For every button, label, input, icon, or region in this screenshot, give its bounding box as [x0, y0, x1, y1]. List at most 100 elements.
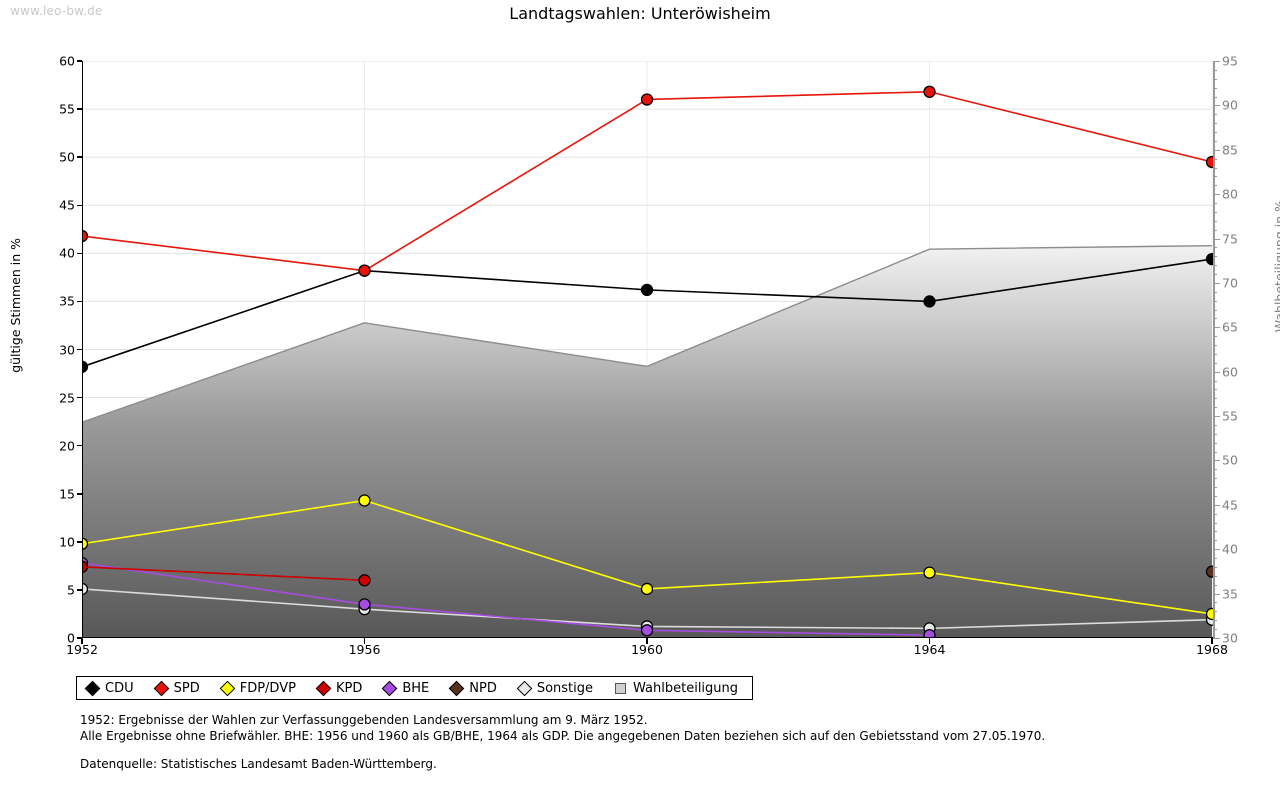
x-tick-label: 1960: [631, 642, 663, 657]
chart-legend: CDU SPD FDP/DVP KPD BHE NPD Sonstige Wahlbeteil…: [76, 676, 754, 700]
legend-item-sonstige[interactable]: Sonstige: [516, 680, 593, 696]
right-tick-mark: [1213, 336, 1217, 338]
area-wahlbeteiligung: [82, 245, 1212, 638]
datapoint-bhe[interactable]: [923, 628, 936, 638]
left-tick-label: 15: [59, 486, 75, 502]
line-wahlbeteiligung: [82, 244, 1213, 423]
x-tick-mark: [81, 638, 83, 644]
legend-item-bhe[interactable]: BHE: [382, 680, 429, 696]
left-tick-label: 35: [59, 293, 75, 309]
datapoint-fdp-dvp[interactable]: [1205, 607, 1214, 621]
right-tick-mark: [1213, 220, 1217, 222]
x-tick-mark: [1211, 638, 1213, 644]
left-tick-mark: [77, 541, 82, 543]
legend-item-wahlbeteiligung[interactable]: Wahlbeteiligung: [615, 681, 738, 696]
right-tick-label: 70: [1222, 275, 1238, 291]
legend-diamond-icon: [516, 680, 533, 696]
right-tick-mark: [1213, 69, 1217, 71]
datapoint-spd[interactable]: [82, 229, 89, 243]
datapoint-bhe[interactable]: [358, 598, 371, 611]
left-tick-mark: [77, 637, 82, 639]
left-tick-mark: [77, 108, 82, 110]
right-tick-mark: [1213, 167, 1217, 169]
left-tick-mark: [77, 444, 82, 447]
datapoint-spd[interactable]: [358, 264, 371, 277]
datapoint-cdu[interactable]: [82, 360, 89, 373]
right-tick-mark: [1213, 300, 1217, 302]
right-tick-mark: [1213, 318, 1217, 320]
right-tick-mark: [1213, 229, 1217, 231]
left-tick-label: 30: [59, 342, 75, 357]
right-tick-mark: [1213, 345, 1217, 347]
datapoint-fdp-dvp[interactable]: [82, 537, 89, 550]
left-tick-mark: [77, 589, 82, 591]
left-tick-label: 25: [59, 390, 75, 406]
right-tick-mark: [1213, 575, 1217, 577]
datapoint-spd[interactable]: [1205, 155, 1214, 169]
legend-item-spd[interactable]: SPD: [153, 680, 200, 696]
right-tick-mark: [1213, 407, 1217, 409]
datapoint-kpd[interactable]: [358, 574, 371, 587]
legend-item-kpd[interactable]: KPD: [315, 680, 362, 696]
right-tick-mark: [1213, 433, 1217, 435]
right-axis-title: Wahlbeteiligung in %: [1272, 200, 1280, 333]
footnotes: 1952: Ergebnisse der Wahlen zur Verfassu…: [80, 712, 1045, 772]
right-tick-mark: [1213, 211, 1217, 213]
right-tick-mark: [1213, 495, 1217, 497]
right-tick-mark: [1213, 114, 1217, 116]
x-tick-label: 1956: [348, 642, 381, 657]
legend-item-npd[interactable]: NPD: [448, 680, 497, 696]
legend-diamond-icon: [382, 680, 398, 696]
left-tick-mark: [77, 156, 82, 158]
right-tick-mark: [1213, 380, 1217, 382]
line-bhe: [82, 562, 930, 636]
plot-area: [82, 61, 1213, 638]
datapoint-bhe[interactable]: [640, 624, 654, 637]
right-tick-label: 95: [1222, 53, 1238, 69]
datapoint-spd[interactable]: [923, 85, 936, 98]
x-tick-mark: [646, 638, 648, 644]
datapoint-fdp-dvp[interactable]: [640, 582, 654, 596]
right-tick-mark: [1213, 149, 1220, 151]
right-tick-mark: [1213, 478, 1217, 480]
right-tick-mark: [1213, 558, 1217, 560]
left-tick-label: 60: [59, 53, 75, 69]
left-axis-title: gültige Stimmen in %: [8, 238, 23, 373]
datapoint-sonstige[interactable]: [82, 582, 89, 596]
datapoint-cdu[interactable]: [1205, 252, 1214, 266]
left-tick-label: 55: [59, 101, 75, 117]
right-tick-mark: [1213, 487, 1217, 489]
chart-canvas: [82, 61, 1213, 638]
x-tick-label: 1968: [1196, 642, 1228, 657]
right-tick-label: 50: [1222, 452, 1238, 468]
legend-label: Wahlbeteiligung: [633, 680, 739, 696]
datapoint-fdp-dvp[interactable]: [358, 494, 371, 507]
right-tick-label: 90: [1222, 97, 1238, 113]
datapoint-cdu[interactable]: [640, 283, 654, 297]
right-tick-label: 60: [1222, 364, 1238, 380]
legend-item-cdu[interactable]: CDU: [84, 680, 134, 696]
right-tick-mark: [1213, 522, 1217, 524]
right-tick-mark: [1213, 398, 1217, 400]
right-tick-mark: [1213, 389, 1217, 391]
right-tick-mark: [1213, 158, 1217, 160]
right-tick-label: 45: [1222, 497, 1238, 513]
legend-item-fdp-dvp[interactable]: FDP/DVP: [219, 680, 296, 696]
datapoint-kpd[interactable]: [82, 560, 89, 573]
left-tick-mark: [77, 348, 82, 351]
x-tick-mark: [363, 638, 366, 644]
datapoint-fdp-dvp[interactable]: [923, 566, 936, 579]
datapoint-spd[interactable]: [640, 93, 654, 106]
legend-label: SPD: [173, 680, 200, 696]
left-tick-label: 10: [59, 534, 75, 550]
legend-square-icon: [615, 682, 627, 694]
datapoint-cdu[interactable]: [923, 295, 936, 308]
right-tick-mark: [1213, 638, 1220, 639]
right-tick-mark: [1213, 566, 1217, 568]
right-tick-mark: [1213, 282, 1220, 284]
datapoint-npd[interactable]: [1205, 565, 1214, 578]
right-tick-mark: [1213, 176, 1217, 178]
right-tick-mark: [1213, 203, 1217, 205]
right-tick-mark: [1213, 549, 1220, 551]
right-tick-mark: [1213, 238, 1220, 240]
